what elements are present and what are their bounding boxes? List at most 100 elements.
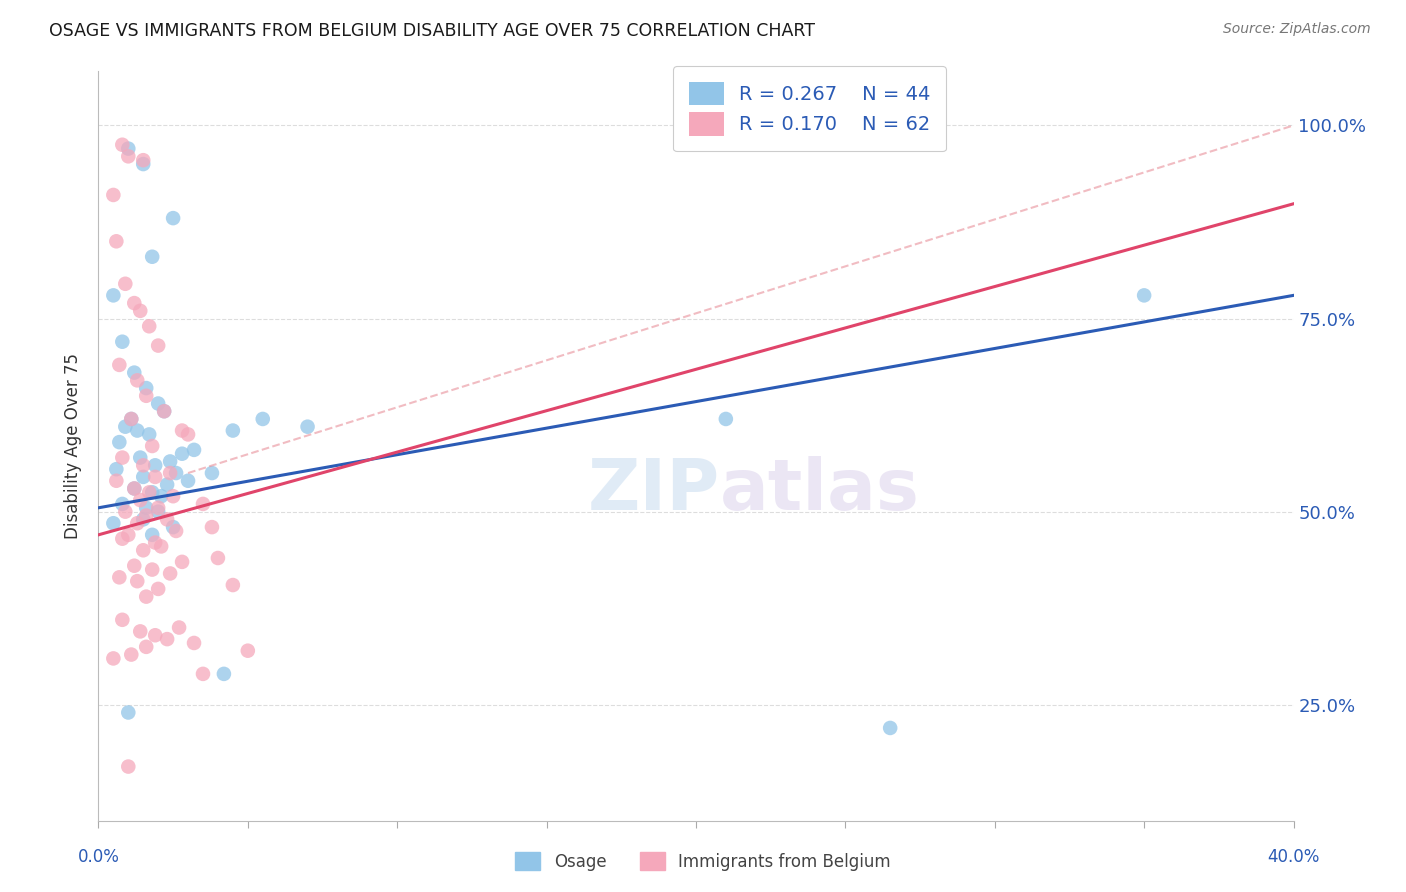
Point bbox=[148, 396, 170, 410]
Point bbox=[201, 466, 224, 480]
Point bbox=[172, 555, 194, 569]
Point bbox=[132, 543, 155, 558]
Point bbox=[212, 666, 235, 681]
Point bbox=[135, 590, 157, 604]
Point bbox=[138, 319, 160, 334]
Point bbox=[191, 497, 214, 511]
Point bbox=[148, 505, 170, 519]
Point bbox=[132, 458, 155, 473]
Point bbox=[201, 520, 224, 534]
Point bbox=[129, 303, 152, 318]
Point bbox=[114, 419, 136, 434]
Point bbox=[138, 485, 160, 500]
Point bbox=[124, 296, 146, 310]
Point bbox=[138, 427, 160, 442]
Point bbox=[252, 412, 274, 426]
Point bbox=[162, 520, 184, 534]
Point bbox=[150, 489, 173, 503]
Point bbox=[103, 651, 125, 665]
Point bbox=[105, 474, 128, 488]
Point bbox=[159, 454, 181, 468]
Point bbox=[129, 493, 152, 508]
Point bbox=[132, 153, 155, 168]
Point bbox=[120, 648, 142, 662]
Point bbox=[156, 512, 179, 526]
Point bbox=[111, 450, 134, 465]
Point bbox=[143, 458, 166, 473]
Text: 0.0%: 0.0% bbox=[77, 847, 120, 865]
Point bbox=[132, 470, 155, 484]
Point bbox=[156, 632, 179, 646]
Point bbox=[132, 512, 155, 526]
Point bbox=[135, 640, 157, 654]
Text: OSAGE VS IMMIGRANTS FROM BELGIUM DISABILITY AGE OVER 75 CORRELATION CHART: OSAGE VS IMMIGRANTS FROM BELGIUM DISABIL… bbox=[49, 22, 815, 40]
Point bbox=[103, 188, 125, 202]
Point bbox=[159, 566, 181, 581]
Y-axis label: Disability Age Over 75: Disability Age Over 75 bbox=[65, 353, 83, 539]
Point bbox=[132, 157, 155, 171]
Point bbox=[111, 334, 134, 349]
Point bbox=[177, 474, 200, 488]
Point bbox=[165, 524, 187, 538]
Point bbox=[117, 759, 139, 773]
Point bbox=[117, 142, 139, 156]
Point bbox=[172, 424, 194, 438]
Point bbox=[111, 497, 134, 511]
Point bbox=[129, 450, 152, 465]
Point bbox=[114, 277, 136, 291]
Point bbox=[135, 381, 157, 395]
Point bbox=[120, 412, 142, 426]
Point bbox=[127, 373, 149, 387]
Point bbox=[162, 489, 184, 503]
Text: 40.0%: 40.0% bbox=[1267, 847, 1320, 865]
Legend: Osage, Immigrants from Belgium: Osage, Immigrants from Belgium bbox=[508, 844, 898, 880]
Point bbox=[148, 582, 170, 596]
Point bbox=[156, 477, 179, 491]
Point bbox=[111, 532, 134, 546]
Point bbox=[117, 706, 139, 720]
Point bbox=[127, 516, 149, 531]
Point bbox=[141, 439, 163, 453]
Point bbox=[108, 358, 131, 372]
Point bbox=[143, 628, 166, 642]
Point bbox=[153, 404, 176, 418]
Text: ZIP: ZIP bbox=[588, 457, 720, 525]
Point bbox=[108, 570, 131, 584]
Point bbox=[879, 721, 901, 735]
Point bbox=[143, 470, 166, 484]
Point bbox=[1133, 288, 1156, 302]
Point bbox=[162, 211, 184, 226]
Point bbox=[127, 574, 149, 589]
Point bbox=[120, 412, 142, 426]
Point bbox=[111, 613, 134, 627]
Point bbox=[191, 666, 214, 681]
Point bbox=[222, 578, 245, 592]
Point bbox=[236, 643, 259, 657]
Point bbox=[207, 551, 229, 566]
Point bbox=[143, 535, 166, 549]
Point bbox=[135, 508, 157, 523]
Point bbox=[103, 516, 125, 531]
Point bbox=[127, 424, 149, 438]
Point bbox=[105, 462, 128, 476]
Point bbox=[714, 412, 737, 426]
Point bbox=[148, 338, 170, 352]
Point bbox=[172, 447, 194, 461]
Point bbox=[105, 235, 128, 249]
Point bbox=[114, 505, 136, 519]
Point bbox=[124, 482, 146, 496]
Point bbox=[108, 435, 131, 450]
Point bbox=[177, 427, 200, 442]
Point bbox=[111, 137, 134, 152]
Point bbox=[183, 442, 205, 457]
Point bbox=[159, 466, 181, 480]
Legend: R = 0.267    N = 44, R = 0.170    N = 62: R = 0.267 N = 44, R = 0.170 N = 62 bbox=[673, 66, 946, 152]
Point bbox=[141, 485, 163, 500]
Point bbox=[135, 389, 157, 403]
Point bbox=[124, 482, 146, 496]
Point bbox=[117, 528, 139, 542]
Point bbox=[141, 563, 163, 577]
Point bbox=[297, 419, 319, 434]
Point bbox=[103, 288, 125, 302]
Point bbox=[141, 250, 163, 264]
